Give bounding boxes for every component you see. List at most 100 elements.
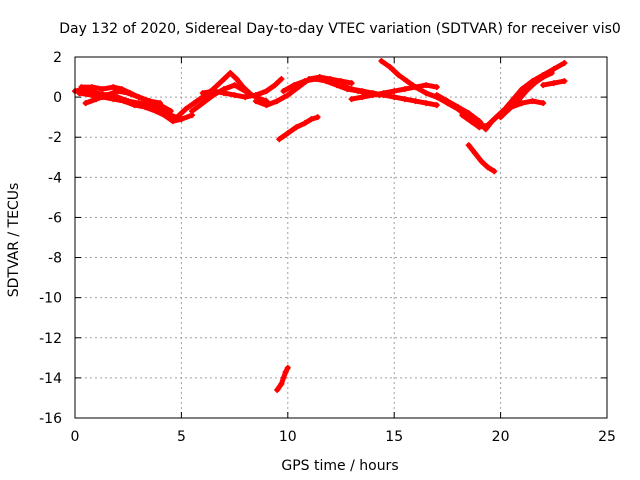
x-axis-label: GPS time / hours [281,458,398,474]
data-point [78,84,85,91]
y-tick-label: 2 [53,50,62,66]
data-point [233,76,240,83]
data-point [314,114,321,121]
data-point [386,64,393,71]
data-point [491,168,498,175]
y-tick-label: -4 [48,170,62,186]
series-arc-7 [199,76,285,101]
x-tick-label: 15 [385,429,403,445]
data-point [401,86,408,93]
data-point [433,84,440,91]
data-point [433,92,440,99]
data-point [284,364,291,371]
data-point [284,92,291,99]
data-point [252,98,259,105]
data-point [465,142,472,149]
data-point [125,90,132,97]
data-point [189,108,196,115]
y-tick-label: -8 [48,251,62,267]
data-point [291,82,298,89]
data-point [323,78,330,85]
data-point [120,98,127,105]
data-point [301,78,308,85]
data-point [161,112,168,119]
data-point [444,98,451,105]
data-point [550,66,557,73]
y-tick-label: -16 [39,411,62,427]
data-point [99,86,106,93]
data-point [395,72,402,79]
data-point [465,110,472,117]
series-arc-11 [274,364,291,393]
data-point [93,96,100,103]
data-point [412,84,419,91]
data-point [231,82,238,89]
data-point [540,100,547,107]
y-tick-label: -2 [48,130,62,146]
data-point [467,118,474,125]
x-tick-label: 20 [492,429,510,445]
data-point [76,90,83,97]
data-point [308,116,315,123]
data-point [282,368,289,375]
x-tick-label: 5 [177,429,186,445]
data-point [523,88,530,95]
data-point [103,92,110,99]
data-point [146,98,153,105]
data-point [508,104,515,111]
data-point [263,102,270,109]
series-line [174,70,252,120]
data-point [403,78,410,85]
plot-border [74,56,608,419]
y-tick-label: -12 [39,331,62,347]
data-point [174,114,181,121]
y-tick-label: -14 [39,371,62,387]
data-point [478,158,485,165]
data-point [433,102,440,109]
y-axis-label: SDTVAR / TECUs [6,183,22,298]
data-point [510,96,517,103]
data-point [231,92,238,99]
data-point [274,98,281,105]
data-point [242,88,249,95]
data-point [293,124,300,131]
data-point [199,100,206,107]
data-point [278,76,285,83]
data-point [274,386,281,393]
data-point [348,86,355,93]
data-point [199,90,206,97]
data-point [550,80,557,87]
data-point [110,84,117,91]
data-point [276,136,283,143]
x-tick-label: 10 [279,429,297,445]
data-point [169,118,176,125]
x-tick-label: 25 [598,429,616,445]
data-point [531,80,538,87]
x-tick-label: 0 [71,429,80,445]
data-point [142,104,149,111]
data-point [423,100,430,107]
data-point [348,96,355,103]
series-arc-20 [508,98,547,111]
data-point [369,92,376,99]
data-point [284,130,291,137]
data-point [455,104,462,111]
data-point [548,70,555,77]
data-point [220,76,227,83]
data-point [220,90,227,97]
data-point [561,78,568,85]
data-point [178,116,185,123]
data-point [227,70,234,77]
data-point [278,380,285,387]
series-arc-18 [497,70,555,121]
series-arc-19 [540,78,568,89]
y-tick-label: -10 [39,291,62,307]
data-point [529,98,536,105]
y-tick-label: -6 [48,210,62,226]
data-point [472,150,479,157]
data-point [312,76,319,83]
data-point [89,84,96,91]
data-point [378,58,385,65]
data-point [157,100,164,107]
